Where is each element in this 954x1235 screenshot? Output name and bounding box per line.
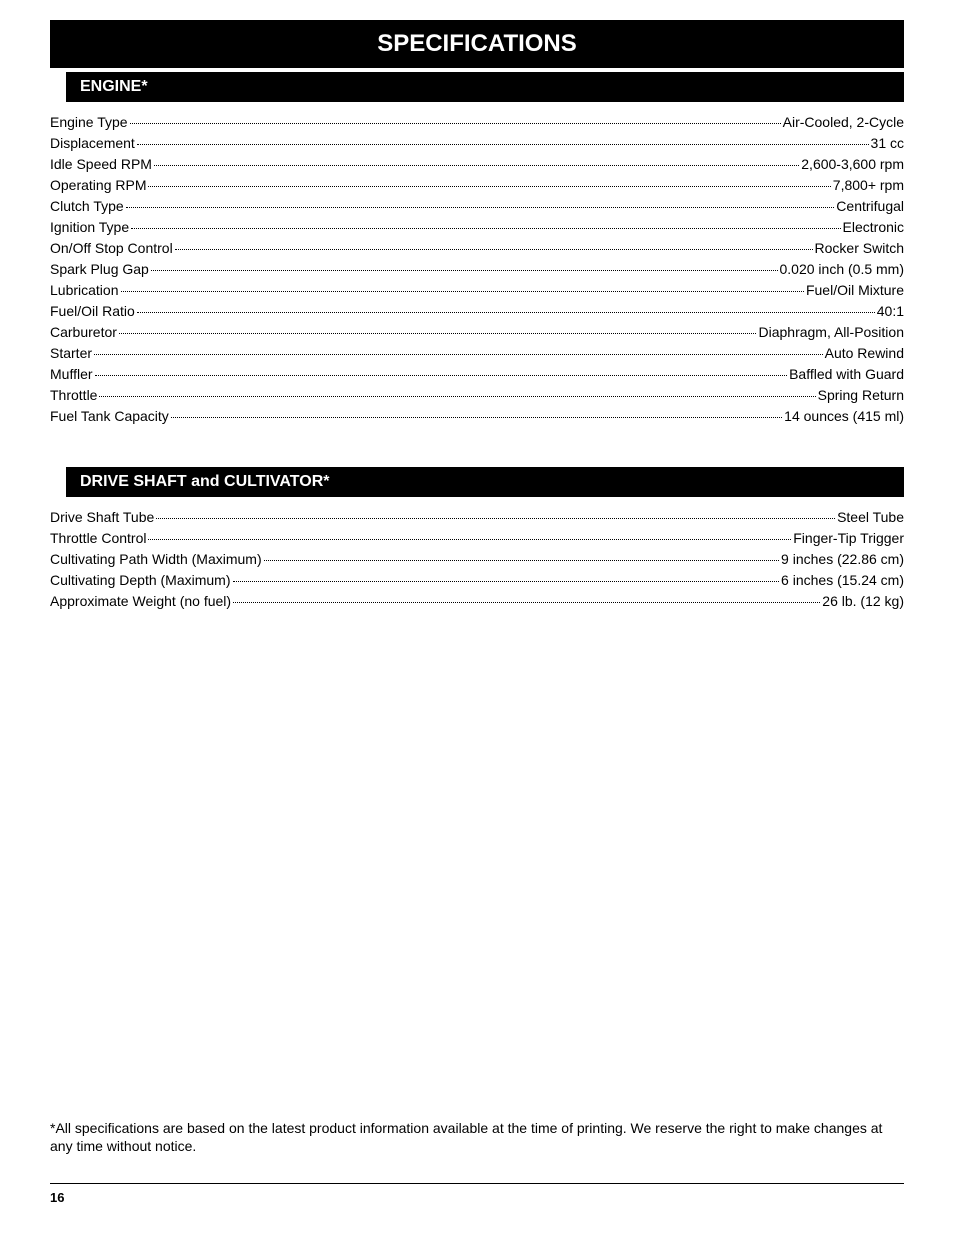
- spec-label: Approximate Weight (no fuel): [50, 591, 231, 612]
- engine-spec-list: Engine Type Air-Cooled, 2-CycleDisplacem…: [50, 112, 904, 427]
- spec-value: Auto Rewind: [825, 343, 904, 364]
- spec-dots: [148, 539, 791, 540]
- spec-dots: [154, 165, 799, 166]
- spec-dots: [171, 417, 782, 418]
- spec-row: Lubrication Fuel/Oil Mixture: [50, 280, 904, 301]
- spec-dots: [126, 207, 835, 208]
- spec-row: Cultivating Depth (Maximum) 6 inches (15…: [50, 570, 904, 591]
- spec-dots: [175, 249, 813, 250]
- page-footer: 16: [50, 1183, 904, 1205]
- spec-label: Carburetor: [50, 322, 117, 343]
- spec-dots: [148, 186, 830, 187]
- spec-row: Drive Shaft Tube Steel Tube: [50, 507, 904, 528]
- spec-label: Cultivating Path Width (Maximum): [50, 549, 262, 570]
- spec-dots: [99, 396, 815, 397]
- spec-row: Fuel/Oil Ratio 40:1: [50, 301, 904, 322]
- spec-value: 40:1: [877, 301, 904, 322]
- spec-dots: [94, 354, 823, 355]
- spec-value: Finger-Tip Trigger: [793, 528, 904, 549]
- spec-value: Steel Tube: [837, 507, 904, 528]
- spec-row: Throttle Spring Return: [50, 385, 904, 406]
- spec-dots: [130, 123, 781, 124]
- spec-label: Engine Type: [50, 112, 128, 133]
- spec-value: Spring Return: [818, 385, 904, 406]
- spec-dots: [131, 228, 840, 229]
- spec-row: Ignition Type Electronic: [50, 217, 904, 238]
- spec-value: 14 ounces (415 ml): [784, 406, 904, 427]
- spec-dots: [233, 602, 820, 603]
- spec-dots: [95, 375, 788, 376]
- spec-label: Displacement: [50, 133, 135, 154]
- spec-row: Fuel Tank Capacity 14 ounces (415 ml): [50, 406, 904, 427]
- spec-row: Operating RPM 7,800+ rpm: [50, 175, 904, 196]
- spec-row: Cultivating Path Width (Maximum) 9 inche…: [50, 549, 904, 570]
- spec-label: Drive Shaft Tube: [50, 507, 154, 528]
- spec-dots: [156, 518, 835, 519]
- spec-label: Fuel/Oil Ratio: [50, 301, 135, 322]
- section-header-driveshaft-text: DRIVE SHAFT and CULTIVATOR*: [80, 473, 329, 490]
- spec-row: Carburetor Diaphragm, All-Position: [50, 322, 904, 343]
- page-title-text: SPECIFICATIONS: [377, 30, 577, 57]
- driveshaft-spec-list: Drive Shaft Tube Steel TubeThrottle Cont…: [50, 507, 904, 612]
- spec-dots: [119, 333, 757, 334]
- spec-value: 26 lb. (12 kg): [822, 591, 904, 612]
- spec-label: Operating RPM: [50, 175, 146, 196]
- spec-row: Muffler Baffled with Guard: [50, 364, 904, 385]
- spec-label: Cultivating Depth (Maximum): [50, 570, 231, 591]
- spec-label: Ignition Type: [50, 217, 129, 238]
- spec-row: Approximate Weight (no fuel) 26 lb. (12 …: [50, 591, 904, 612]
- page-title-bar: SPECIFICATIONS: [50, 20, 904, 68]
- spec-row: Displacement 31 cc: [50, 133, 904, 154]
- spec-dots: [137, 312, 875, 313]
- footnote-text: *All specifications are based on the lat…: [50, 1120, 882, 1154]
- spec-dots: [264, 560, 779, 561]
- spec-label: Lubrication: [50, 280, 119, 301]
- spec-row: Throttle Control Finger-Tip Trigger: [50, 528, 904, 549]
- spec-label: Idle Speed RPM: [50, 154, 152, 175]
- spec-value: 0.020 inch (0.5 mm): [780, 259, 905, 280]
- spec-label: Fuel Tank Capacity: [50, 406, 169, 427]
- spec-label: Throttle: [50, 385, 97, 406]
- spec-value: Rocker Switch: [815, 238, 904, 259]
- spec-value: 9 inches (22.86 cm): [781, 549, 904, 570]
- spec-value: Air-Cooled, 2-Cycle: [783, 112, 904, 133]
- spec-value: Fuel/Oil Mixture: [806, 280, 904, 301]
- spec-row: Engine Type Air-Cooled, 2-Cycle: [50, 112, 904, 133]
- spec-value: Baffled with Guard: [789, 364, 904, 385]
- section-header-engine-text: ENGINE*: [80, 78, 148, 95]
- spec-label: Starter: [50, 343, 92, 364]
- spec-label: Muffler: [50, 364, 93, 385]
- section-header-driveshaft: DRIVE SHAFT and CULTIVATOR*: [66, 467, 904, 497]
- spec-row: Clutch Type Centrifugal: [50, 196, 904, 217]
- spec-label: Spark Plug Gap: [50, 259, 149, 280]
- spec-row: Idle Speed RPM 2,600-3,600 rpm: [50, 154, 904, 175]
- spec-value: Electronic: [843, 217, 904, 238]
- spec-value: Diaphragm, All-Position: [758, 322, 904, 343]
- spec-label: Clutch Type: [50, 196, 124, 217]
- spec-label: Throttle Control: [50, 528, 146, 549]
- spec-value: 31 cc: [871, 133, 904, 154]
- spec-row: On/Off Stop Control Rocker Switch: [50, 238, 904, 259]
- spec-value: 6 inches (15.24 cm): [781, 570, 904, 591]
- spec-dots: [137, 144, 869, 145]
- spec-row: Starter Auto Rewind: [50, 343, 904, 364]
- spec-value: 2,600-3,600 rpm: [801, 154, 904, 175]
- page-number: 16: [50, 1190, 64, 1205]
- spec-value: 7,800+ rpm: [833, 175, 904, 196]
- footnote: *All specifications are based on the lat…: [50, 1120, 904, 1155]
- spec-row: Spark Plug Gap 0.020 inch (0.5 mm): [50, 259, 904, 280]
- spec-dots: [121, 291, 804, 292]
- spec-value: Centrifugal: [836, 196, 904, 217]
- spec-dots: [233, 581, 780, 582]
- spec-label: On/Off Stop Control: [50, 238, 173, 259]
- section-header-engine: ENGINE*: [66, 72, 904, 102]
- spec-dots: [151, 270, 778, 271]
